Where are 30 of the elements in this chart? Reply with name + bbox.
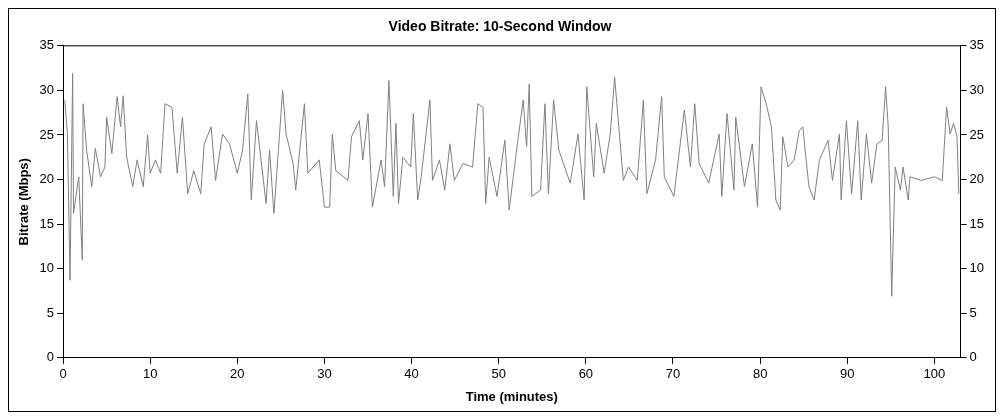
y2-tick-label: 30 [969, 81, 985, 97]
y-tick-label: 10 [39, 260, 55, 276]
chart-title: Video Bitrate: 10-Second Window [388, 18, 612, 35]
x-tick-label: 40 [404, 366, 419, 382]
x-tick-label: 10 [142, 366, 158, 382]
y-tick-label: 25 [39, 126, 55, 142]
y-tick-label: 15 [39, 215, 55, 231]
y2-tick-label: 25 [969, 126, 985, 142]
y2-tick-label: 5 [969, 304, 977, 320]
y-tick-label: 0 [46, 349, 55, 365]
x-axis-title: Time (minutes) [465, 388, 558, 404]
y-tick-label: 20 [39, 171, 55, 187]
y-tick-label: 30 [39, 81, 55, 97]
x-tick-label: 30 [317, 366, 332, 382]
y-tick-label: 5 [46, 304, 55, 320]
y-axis-title: Bitrate (Mbps) [16, 158, 32, 246]
x-tick-label: 90 [840, 366, 855, 382]
y-tick-label: 35 [39, 37, 55, 53]
x-tick-label: 20 [230, 366, 245, 382]
y2-tick-label: 0 [969, 349, 977, 365]
y2-tick-label: 20 [969, 171, 985, 187]
y2-tick-label: 15 [969, 215, 985, 231]
x-tick-label: 60 [578, 366, 594, 382]
x-tick-label: 0 [59, 366, 67, 382]
y2-tick-label: 35 [969, 37, 985, 53]
x-tick-label: 70 [665, 366, 681, 382]
x-tick-label: 80 [752, 366, 768, 382]
x-tick-label: 100 [923, 366, 946, 382]
x-tick-label: 50 [491, 366, 506, 382]
y2-tick-label: 10 [969, 260, 985, 276]
